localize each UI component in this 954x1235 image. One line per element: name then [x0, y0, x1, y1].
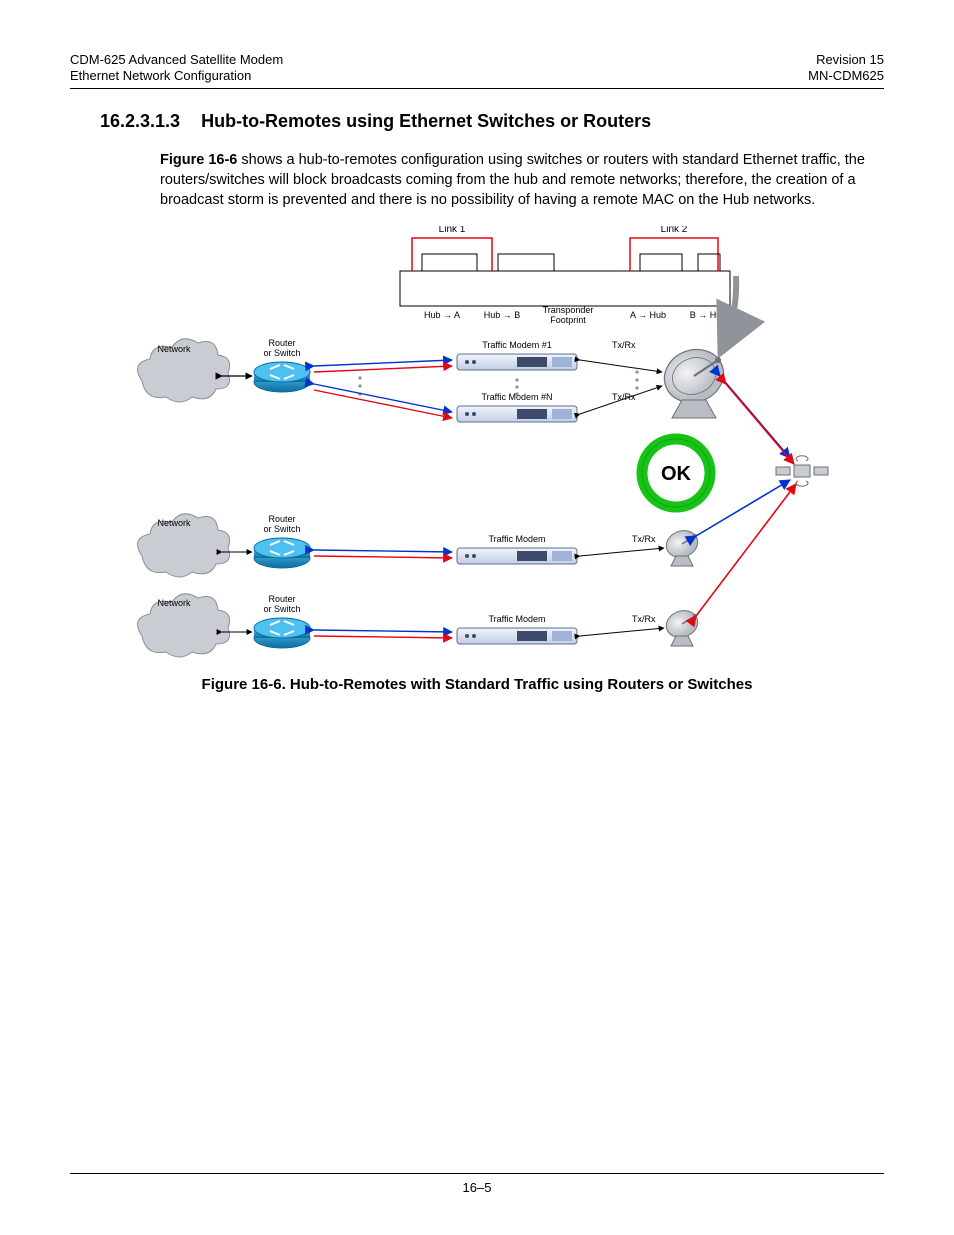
header-left-line2: Ethernet Network Configuration — [70, 68, 283, 84]
a-hub-label: A → Hub — [630, 310, 666, 320]
hub-router-label-1: Router — [268, 338, 295, 348]
header-right-line1: Revision 15 — [808, 52, 884, 68]
page-header: CDM-625 Advanced Satellite Modem Etherne… — [70, 52, 884, 85]
body-paragraph: Figure 16-6 shows a hub-to-remotes confi… — [160, 150, 874, 211]
body-text: shows a hub-to-remotes configuration usi… — [160, 152, 865, 209]
remote-a-router-label-2: or Switch — [263, 524, 300, 534]
transponder-label-2: Footprint — [550, 315, 586, 325]
hub-a-label: Hub → A — [424, 310, 460, 320]
transponder-group: Link 1 Link 2 Hub → A Hub → B Transponde… — [400, 226, 730, 325]
footer-rule — [70, 1173, 884, 1174]
section-number: 16.2.3.1.3 — [100, 111, 180, 132]
figure-container: Link 1 Link 2 Hub → A Hub → B Transponde… — [122, 226, 832, 693]
remote-a-group: Network Router or Switch Traffic Modem — [138, 480, 791, 577]
remote-b-network-label: Network — [157, 598, 191, 608]
traffic-modem-1: Traffic Modem #1 — [457, 340, 577, 370]
section-title: Hub-to-Remotes using Ethernet Switches o… — [201, 111, 651, 131]
hub-b-label: Hub → B — [484, 310, 521, 320]
hub-router-label-2: or Switch — [263, 348, 300, 358]
remote-a-network-label: Network — [157, 518, 191, 528]
hub-router-modem1-blue — [314, 360, 452, 366]
hub-router: Router or Switch — [254, 338, 310, 392]
hub-dish-sat-red — [726, 384, 794, 464]
page-footer: 16–5 — [70, 1173, 884, 1195]
header-left: CDM-625 Advanced Satellite Modem Etherne… — [70, 52, 283, 85]
remote-b-group: Network Router or Switch Traffic Modem — [138, 484, 797, 657]
remote-b-router-label-1: Router — [268, 594, 295, 604]
hub-network-cloud: Network — [138, 339, 230, 402]
remote-a-router-label-1: Router — [268, 514, 295, 524]
header-left-line1: CDM-625 Advanced Satellite Modem — [70, 52, 283, 68]
link1-label: Link 1 — [439, 226, 466, 235]
network-diagram: Link 1 Link 2 Hub → A Hub → B Transponde… — [122, 226, 832, 666]
traffic-modem-n: Traffic Modem #N — [457, 392, 577, 422]
remote-a-modem-label: Traffic Modem — [488, 534, 545, 544]
modemn-dish-link — [580, 386, 662, 414]
hub-router-modemn-red — [314, 390, 452, 418]
b-hub-label: B → Hub — [690, 310, 727, 320]
hub-network-label: Network — [157, 344, 191, 354]
satellite-icon — [776, 456, 828, 486]
hub-router-modem1-red — [314, 366, 452, 372]
remote-b-modem-label: Traffic Modem — [488, 614, 545, 624]
ok-text: OK — [661, 463, 692, 485]
page-number: 16–5 — [463, 1180, 492, 1195]
remote-b-txrx: Tx/Rx — [632, 614, 656, 624]
section-heading: 16.2.3.1.3 Hub-to-Remotes using Ethernet… — [100, 111, 884, 132]
traffic-modem-1-label: Traffic Modem #1 — [482, 340, 552, 350]
figure-caption: Figure 16-6. Hub-to-Remotes with Standar… — [122, 676, 832, 693]
header-right: Revision 15 MN-CDM625 — [808, 52, 884, 85]
remote-a-txrx: Tx/Rx — [632, 534, 656, 544]
ok-badge: OK — [642, 439, 710, 507]
modem1-dish-link — [580, 360, 662, 372]
remote-b-router-label-2: or Switch — [263, 604, 300, 614]
figure-reference: Figure 16-6 — [160, 152, 237, 168]
page-root: CDM-625 Advanced Satellite Modem Etherne… — [0, 0, 954, 1235]
modem-ellipsis-mid — [515, 379, 518, 396]
header-right-line2: MN-CDM625 — [808, 68, 884, 84]
header-rule — [70, 88, 884, 89]
modem-ellipsis-right — [635, 371, 638, 390]
txrx-modem1: Tx/Rx — [612, 340, 636, 350]
hub-router-modemn-blue — [314, 384, 452, 412]
link2-label: Link 2 — [661, 226, 688, 235]
transponder-label-1: Transponder — [543, 305, 594, 315]
txrx-modemn: Tx/Rx — [612, 392, 636, 402]
